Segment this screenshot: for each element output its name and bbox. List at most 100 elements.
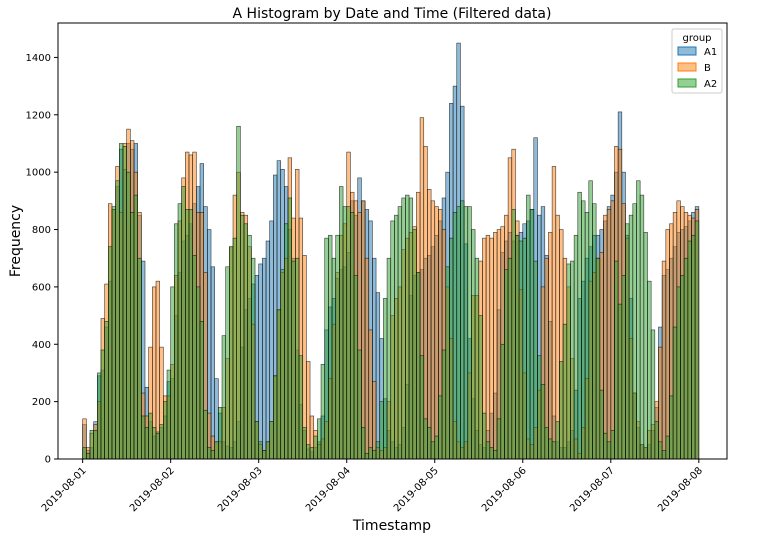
- bar-a2: [606, 441, 612, 460]
- bar-a2: [339, 186, 344, 460]
- bar-a2: [661, 450, 667, 460]
- bar-a2: [119, 143, 124, 460]
- bar-a2: [566, 263, 571, 460]
- bar-a2: [592, 203, 597, 460]
- bar-a2: [174, 223, 179, 460]
- bar-a2: [504, 269, 509, 460]
- bar-a2: [269, 421, 274, 460]
- bar-a2: [654, 421, 659, 460]
- x-axis: 2019-08-01 2019-08-02 2019-08-03 2019-08-04…: [40, 459, 705, 514]
- bar-a2: [155, 432, 160, 460]
- bar-a2: [518, 240, 524, 460]
- bar-a1: [375, 292, 381, 460]
- bar-a2: [108, 246, 113, 460]
- bar-a2: [394, 214, 399, 460]
- bar-a2: [573, 234, 579, 460]
- bar-a2: [313, 435, 318, 460]
- bar-a2: [357, 349, 362, 460]
- bar-a2: [665, 435, 670, 460]
- bar-a2: [467, 206, 472, 460]
- bar-a2: [364, 452, 370, 460]
- bars-layer: [82, 42, 700, 460]
- bar-a2: [115, 180, 120, 460]
- bar-a2: [599, 389, 604, 460]
- bar-a2: [295, 257, 300, 460]
- bar-a2: [441, 349, 447, 460]
- bar-a2: [144, 427, 149, 460]
- bar-a2: [507, 257, 513, 460]
- bar-a2: [192, 255, 197, 460]
- bar-a2: [588, 180, 593, 460]
- bar-a2: [581, 200, 586, 460]
- bar-a2: [614, 260, 619, 460]
- bar-b: [430, 200, 436, 460]
- bar-a2: [89, 430, 94, 460]
- bar-a2: [471, 229, 476, 460]
- bar-a2: [97, 372, 102, 460]
- bar-a2: [412, 229, 417, 460]
- y-axis: 0 200 400 600 800 1000 1200 1400: [26, 53, 58, 466]
- legend-label-a1: A1: [704, 47, 717, 58]
- bar-a2: [595, 257, 601, 460]
- bar-a2: [148, 412, 153, 460]
- bar-b: [368, 329, 373, 460]
- chart-title: A Histogram by Date and Time (Filtered d…: [233, 6, 552, 22]
- bar-a2: [577, 191, 582, 460]
- x-tick-label: 2019-08-02: [128, 465, 177, 514]
- bar-a2: [170, 286, 175, 460]
- bar-b: [603, 214, 608, 460]
- y-tick-label: 800: [32, 225, 51, 236]
- bar-a2: [687, 240, 692, 460]
- bar-a2: [361, 427, 366, 460]
- bar-a2: [683, 257, 689, 460]
- bar-a2: [324, 237, 329, 460]
- bar-a2: [643, 232, 648, 460]
- bar-a2: [416, 272, 421, 460]
- legend-title: group: [682, 33, 711, 44]
- bar-a2: [177, 203, 182, 460]
- bar-a2: [555, 421, 560, 460]
- bar-a2: [93, 430, 98, 460]
- x-tick-label: 2019-08-08: [656, 465, 705, 514]
- bar-a2: [137, 257, 142, 460]
- bar-a2: [548, 438, 553, 460]
- legend-box: [671, 28, 723, 94]
- bar-a2: [379, 401, 384, 460]
- bar-a2: [632, 203, 637, 460]
- bar-a2: [372, 450, 377, 460]
- x-axis-label: Timestamp: [352, 518, 431, 534]
- bar-a2: [306, 444, 311, 460]
- bar-b: [434, 206, 439, 460]
- legend-label-a2: A2: [704, 79, 717, 90]
- bar-a2: [181, 186, 186, 460]
- bar-a2: [273, 375, 278, 460]
- bar-a2: [291, 260, 296, 460]
- bar-a2: [474, 257, 480, 460]
- bar-a2: [342, 206, 348, 460]
- bar-a2: [522, 237, 527, 460]
- bar-a2: [636, 180, 641, 460]
- plot-frame: [57, 22, 728, 460]
- bar-a2: [100, 349, 105, 460]
- bar-a2: [350, 212, 355, 460]
- bar-a2: [559, 361, 564, 460]
- y-tick-label: 1400: [26, 53, 51, 64]
- bar-a2: [207, 447, 212, 460]
- bar-a2: [232, 237, 237, 460]
- bar-a2: [229, 246, 234, 460]
- bar-a2: [603, 432, 608, 460]
- bar-a2: [152, 427, 157, 460]
- bar-a2: [445, 266, 450, 460]
- bar-a2: [247, 234, 252, 460]
- legend: group A1 B A2: [671, 28, 723, 94]
- bar-a2: [335, 234, 340, 460]
- x-tick-label: 2019-08-05: [392, 465, 441, 514]
- y-tick-label: 600: [32, 282, 51, 293]
- bar-b: [493, 232, 498, 460]
- bar-a2: [511, 209, 516, 460]
- bar-a2: [460, 200, 465, 460]
- bar-b: [427, 189, 432, 460]
- bar-a1: [262, 257, 267, 460]
- bar-a2: [544, 427, 549, 460]
- bar-a2: [221, 335, 226, 460]
